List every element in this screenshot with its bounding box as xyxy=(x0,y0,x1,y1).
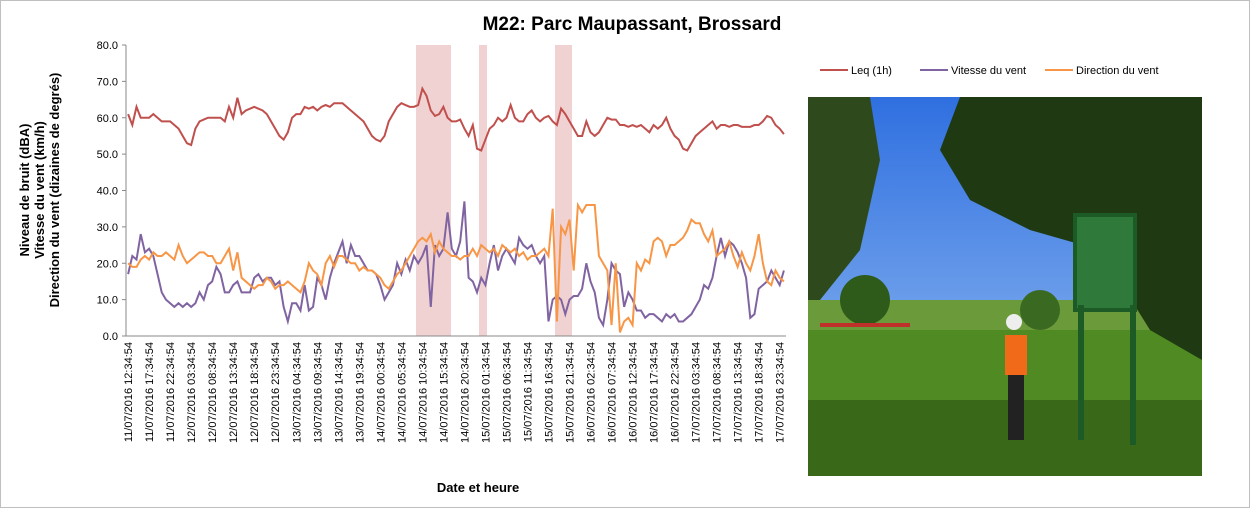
x-tick-label: 14/07/2016 00:34:54 xyxy=(375,342,387,443)
x-tick-label: 12/07/2016 08:34:54 xyxy=(207,342,219,443)
legend-label: Vitesse du vent xyxy=(951,65,1026,77)
chart-title: M22: Parc Maupassant, Brossard xyxy=(483,14,782,35)
x-tick-label: 15/07/2016 06:34:54 xyxy=(501,342,513,443)
x-tick-label: 11/07/2016 17:34:54 xyxy=(144,342,156,442)
x-tick-label: 13/07/2016 09:34:54 xyxy=(312,342,324,443)
y-axis-label-line: Vitesse du vent (km/h) xyxy=(32,121,47,259)
x-tick-label: 14/07/2016 10:34:54 xyxy=(417,342,429,443)
x-tick-label: 12/07/2016 13:34:54 xyxy=(228,342,240,443)
x-tick-label: 16/07/2016 22:34:54 xyxy=(670,342,682,443)
x-tick-label: 17/07/2016 08:34:54 xyxy=(712,342,724,443)
y-tick-label: 30.0 xyxy=(97,222,118,234)
photo-tree xyxy=(840,275,890,325)
x-axis-label: Date et heure xyxy=(437,480,519,495)
x-tick-label: 17/07/2016 03:34:54 xyxy=(691,342,703,443)
x-tick-label: 15/07/2016 11:34:54 xyxy=(522,342,534,442)
x-tick-label: 12/07/2016 03:34:54 xyxy=(186,342,198,443)
y-tick-label: 40.0 xyxy=(97,186,118,198)
x-tick-label: 16/07/2016 07:34:54 xyxy=(607,342,619,443)
highlight-band xyxy=(416,45,451,336)
x-tick-label: 15/07/2016 16:34:54 xyxy=(543,342,555,443)
x-tick-label: 13/07/2016 14:34:54 xyxy=(333,342,345,443)
y-axis-label-line: Direction du vent (dizaines de degrés) xyxy=(47,73,62,308)
x-tick-label: 11/07/2016 22:34:54 xyxy=(165,342,177,442)
x-tick-label: 17/07/2016 23:34:54 xyxy=(775,342,787,443)
photo-person xyxy=(1006,314,1022,330)
photo-post xyxy=(1078,305,1084,440)
x-tick-label: 11/07/2016 12:34:54 xyxy=(123,342,135,442)
legend-label: Direction du vent xyxy=(1076,65,1159,77)
y-tick-label: 50.0 xyxy=(97,149,118,161)
y-tick-label: 20.0 xyxy=(97,258,118,270)
x-tick-label: 13/07/2016 04:34:54 xyxy=(291,342,303,443)
x-tick-label: 14/07/2016 05:34:54 xyxy=(396,342,408,443)
photo-sign xyxy=(1075,215,1135,310)
x-tick-label: 12/07/2016 18:34:54 xyxy=(249,342,261,443)
x-tick-label: 13/07/2016 19:34:54 xyxy=(354,342,366,443)
x-tick-label: 15/07/2016 01:34:54 xyxy=(480,342,492,443)
x-tick-label: 15/07/2016 21:34:54 xyxy=(565,342,577,443)
x-tick-label: 17/07/2016 18:34:54 xyxy=(754,342,766,443)
x-tick-label: 12/07/2016 23:34:54 xyxy=(270,342,282,443)
y-tick-label: 0.0 xyxy=(103,331,118,343)
y-tick-label: 10.0 xyxy=(97,295,118,307)
photo-post xyxy=(1130,305,1136,445)
y-tick-label: 60.0 xyxy=(97,113,118,125)
photo-person xyxy=(1005,335,1027,375)
x-tick-label: 17/07/2016 13:34:54 xyxy=(733,342,745,443)
x-tick-label: 16/07/2016 12:34:54 xyxy=(628,342,640,443)
highlight-band xyxy=(479,45,487,336)
photo xyxy=(808,97,1202,476)
y-tick-label: 80.0 xyxy=(97,40,118,52)
y-axis-label-line: Niveau de bruit (dBA) xyxy=(17,124,32,257)
legend-label: Leq (1h) xyxy=(851,65,892,77)
x-tick-label: 16/07/2016 17:34:54 xyxy=(649,342,661,443)
x-tick-label: 14/07/2016 15:34:54 xyxy=(438,342,450,443)
chart: M22: Parc Maupassant, Brossard Date et h… xyxy=(0,0,1250,508)
x-tick-label: 14/07/2016 20:34:54 xyxy=(459,342,471,443)
x-tick-label: 16/07/2016 02:34:54 xyxy=(586,342,598,443)
photo-shadow xyxy=(808,400,1202,476)
y-tick-label: 70.0 xyxy=(97,76,118,88)
photo-swing xyxy=(820,323,910,327)
photo-tree xyxy=(1020,290,1060,330)
photo-person xyxy=(1008,375,1024,440)
